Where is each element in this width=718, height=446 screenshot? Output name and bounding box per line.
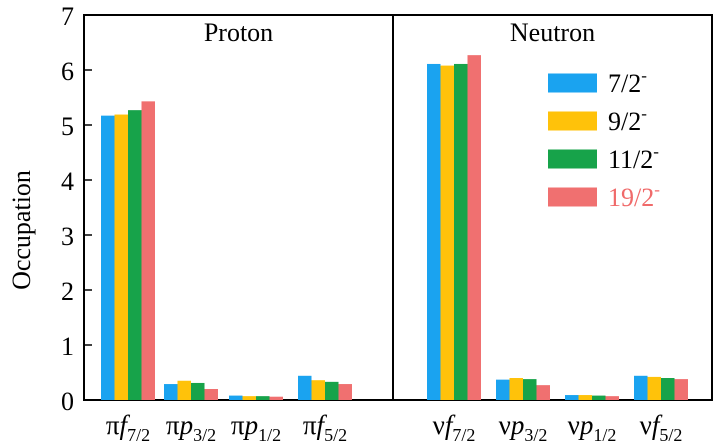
x-tick-label: νf5/2 — [640, 410, 683, 445]
bar — [440, 65, 454, 400]
bar — [605, 396, 619, 400]
x-axis-labels: πf7/2 πp3/2 πp1/2 πf5/2 νf7/2 νp3/2 νp1/2 νf5/2 — [106, 410, 682, 445]
bar — [229, 395, 243, 400]
y-tick-label: 2 — [61, 277, 74, 306]
bar — [674, 379, 688, 400]
legend-entry-label: 7/2- — [608, 66, 647, 98]
y-axis: 0 1 2 3 4 5 6 7 — [61, 2, 92, 416]
panel-title-proton: Proton — [204, 18, 273, 47]
bar — [536, 385, 550, 400]
bar — [128, 110, 142, 401]
bar — [578, 395, 592, 400]
legend: 7/2- 9/2- 11/2- 19/2- — [548, 66, 660, 212]
x-tick-label: νf7/2 — [433, 410, 476, 445]
bar — [454, 63, 468, 400]
bar — [467, 55, 481, 401]
bar — [269, 396, 283, 400]
bar — [509, 378, 523, 400]
legend-swatch — [548, 187, 597, 207]
x-tick-label: νp1/2 — [568, 410, 617, 445]
x-tick-label: νp3/2 — [499, 410, 548, 445]
legend-entry-label: 11/2- — [608, 142, 659, 174]
legend-swatch — [548, 149, 597, 169]
bar — [661, 378, 675, 400]
bar — [101, 115, 115, 401]
bar — [114, 114, 128, 401]
bar — [298, 375, 312, 400]
bar — [565, 395, 579, 400]
y-tick-label: 7 — [61, 2, 74, 31]
y-axis-label: Occupation — [7, 170, 36, 290]
bar — [242, 396, 256, 400]
plot-area: Proton Neutron — [83, 14, 713, 401]
bar — [141, 101, 155, 400]
legend-swatch — [548, 111, 597, 131]
plot-frame — [83, 14, 713, 401]
y-tick-label: 1 — [61, 332, 74, 361]
x-tick-label: πf7/2 — [106, 410, 150, 445]
bar — [647, 376, 661, 400]
bar — [338, 384, 352, 400]
x-tick-label: πp1/2 — [231, 410, 281, 445]
y-tick-label: 0 — [61, 387, 74, 416]
bars — [101, 55, 688, 401]
y-tick-label: 4 — [61, 167, 74, 196]
bar — [191, 382, 205, 400]
x-tick-label: πp3/2 — [166, 410, 216, 445]
bar — [634, 375, 648, 400]
y-tick-label: 3 — [61, 222, 74, 251]
y-tick-label: 6 — [61, 57, 74, 86]
legend-entry-label: 9/2- — [608, 104, 647, 136]
legend-swatch — [548, 73, 597, 93]
panel-title-neutron: Neutron — [510, 18, 595, 47]
bar — [496, 379, 510, 400]
bar — [177, 380, 191, 400]
bar — [592, 395, 606, 400]
x-tick-label: πf5/2 — [303, 410, 347, 445]
y-tick-label: 5 — [61, 112, 74, 141]
legend-entry-label: 19/2- — [608, 180, 660, 212]
bar — [311, 380, 325, 400]
bar — [325, 381, 339, 400]
bar — [164, 384, 178, 400]
bar — [427, 63, 441, 400]
bar — [256, 396, 270, 400]
bar — [204, 389, 218, 400]
bar — [523, 379, 537, 400]
